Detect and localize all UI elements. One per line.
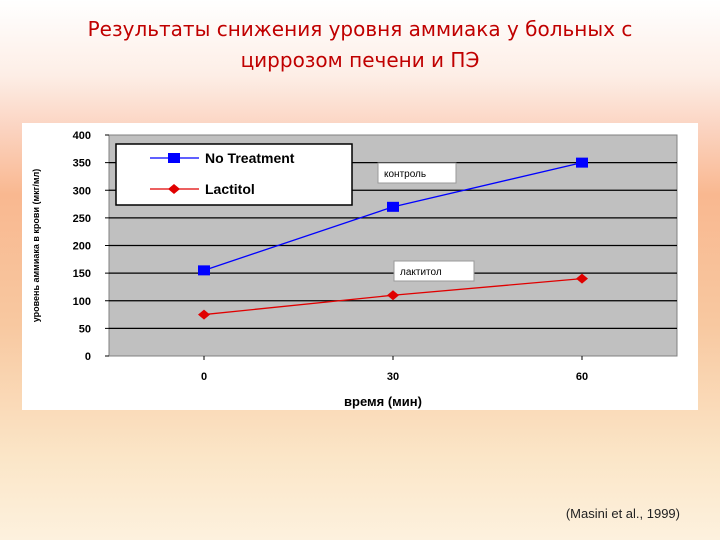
y-tick-label: 100 [73,296,91,308]
legend-label: No Treatment [205,150,295,166]
y-tick-label: 150 [73,268,91,280]
data-point-lactitol [576,273,588,284]
annotation-box [393,260,475,282]
x-tick-label: 60 [576,371,588,383]
y-tick-label: 50 [79,323,91,335]
data-point-lactitol [387,290,399,301]
legend-box [115,143,353,206]
slide-title-line-1: Результаты снижения уровня аммиака у бол… [87,17,633,41]
y-tick-label: 300 [73,185,91,197]
annotation-label: контроль [384,169,426,180]
y-tick-label: 0 [85,351,91,363]
annotation-box [377,162,457,184]
data-point-lactitol [198,309,210,320]
chart-panel: 0 50 100 150 200 250 300 350 400 0 30 60 время (мин)… [22,123,698,410]
legend-marker-lactitol [168,184,180,194]
citation: (Masini et al., 1999) [565,506,680,521]
slide-title-line-2: циррозом печени и ПЭ [240,48,480,72]
data-point-no-treatment [198,265,210,276]
legend-marker-no-treatment [168,153,180,163]
y-tick-label: 200 [73,241,91,253]
x-axis-label: время (мин) [344,394,422,409]
x-tick-label: 0 [201,371,207,383]
slide-title: Результаты снижения уровня аммиака у бол… [20,14,700,76]
annotation-label: лактитол [400,267,442,278]
data-point-no-treatment [387,201,399,212]
ammonia-line-chart: 0 50 100 150 200 250 300 350 400 0 30 60 время (мин)… [31,130,678,409]
y-tick-label: 350 [73,158,91,170]
y-axis-label: уровень аммиака в крови (мкг/мл) [31,169,41,323]
data-point-no-treatment [576,157,588,168]
y-tick-label: 400 [73,130,91,142]
y-tick-label: 250 [73,213,91,225]
legend-label: Lactitol [205,181,255,197]
x-tick-label: 30 [387,371,399,383]
